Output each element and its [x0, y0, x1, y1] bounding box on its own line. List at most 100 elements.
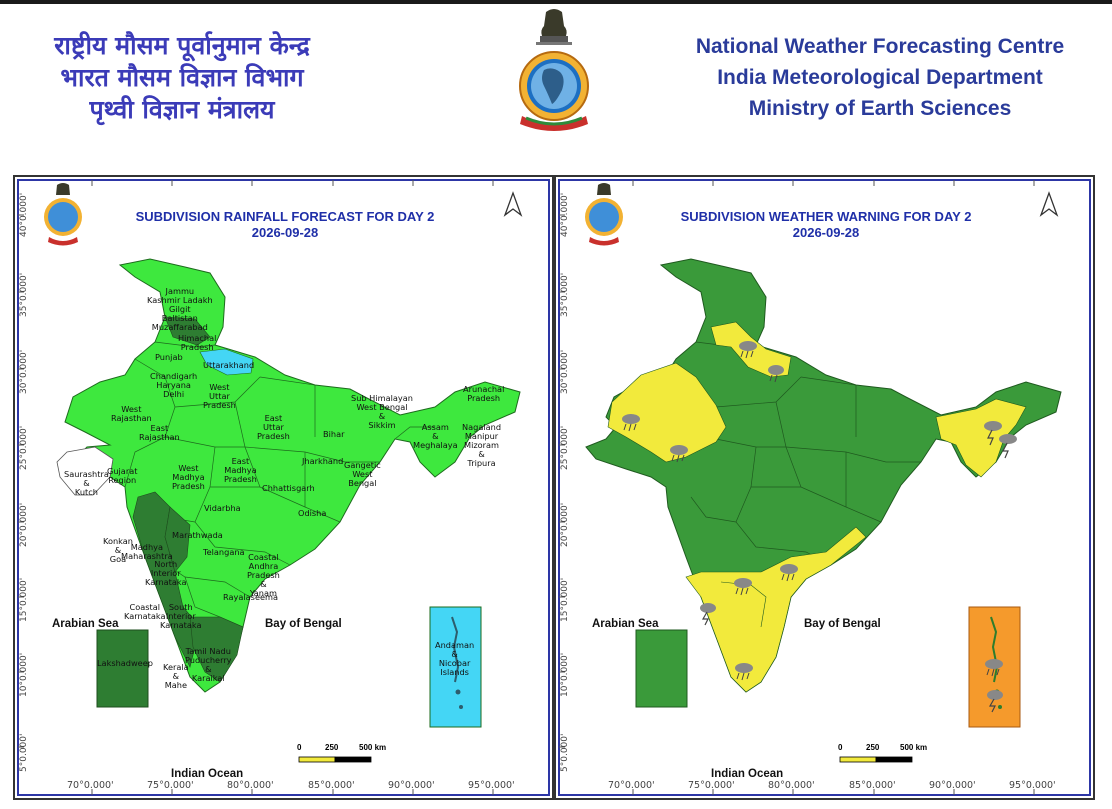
thunderstorm-icon: [622, 414, 640, 432]
lat-label: 10°0.000': [560, 652, 570, 697]
lat-label: 30°0.000': [19, 349, 29, 394]
scale-end: 500 km: [359, 743, 387, 752]
thunderstorm-icon: [735, 663, 753, 681]
region-label: Coastal Andhra Pradesh & Yanam: [247, 552, 280, 598]
thunderstorm-icon: [734, 578, 752, 596]
lat-label: 15°0.000': [560, 577, 570, 622]
warning-date: 2026-09-28: [792, 225, 860, 240]
region-label: Jharkhand: [302, 456, 344, 466]
lat-label: 5°0.000': [19, 733, 29, 772]
warning-map-title: SUBDIVISION WEATHER WARNING FOR DAY 2 20…: [616, 209, 1036, 241]
region-label: Vidarbha: [204, 503, 241, 513]
forecast-title-text: SUBDIVISION RAINFALL FORECAST FOR DAY 2: [135, 209, 435, 224]
region-label: Punjab: [155, 352, 183, 362]
region-label: Chhattisgarh: [262, 483, 315, 493]
region-label: Jammu Kashmir Ladakh Gilgit Baltistan Mu…: [147, 286, 213, 332]
region-label: Saurashtra & Kutch: [64, 469, 109, 497]
scale-zero: 0: [838, 743, 843, 752]
region-label: Coastal Karnataka: [124, 602, 166, 621]
lon-label: 75°0.000': [688, 780, 735, 791]
region-label: East Uttar Pradesh: [257, 413, 290, 441]
region-label: Gujarat Region: [107, 466, 138, 485]
indian-ocean-label: Indian Ocean: [171, 768, 244, 780]
warning-title-text: SUBDIVISION WEATHER WARNING FOR DAY 2: [680, 209, 972, 224]
hindi-line-3: पृथ्वी विज्ञान मंत्रालय: [89, 95, 275, 124]
region-label: West Rajasthan: [111, 404, 152, 423]
english-title: National Weather Forecasting Centre Indi…: [660, 31, 1100, 124]
region-label: Marathwada: [172, 530, 223, 540]
lat-label: 40°0.000': [19, 192, 29, 237]
thunderstorm-icon: [780, 564, 798, 582]
region-label: Gangetic West Bengal: [344, 460, 381, 488]
forecast-date: 2026-09-28: [251, 225, 319, 240]
thunderstorm-icon: [768, 365, 784, 383]
region-label: Konkan & Goa: [103, 536, 133, 564]
region-label: Assam & Meghalaya: [413, 422, 458, 450]
thunderstorm-icon: [985, 659, 1003, 677]
arabian-sea-label: Arabian Sea: [52, 618, 119, 630]
lat-label: 35°0.000': [560, 272, 570, 317]
english-line-1: National Weather Forecasting Centre: [695, 35, 1065, 58]
hindi-title: राष्ट्रीय मौसम पूर्वानुमान केन्द्र भारत …: [22, 30, 342, 126]
lat-label: 5°0.000': [560, 733, 570, 772]
english-line-3: Ministry of Earth Sciences: [748, 97, 1012, 120]
lon-label: 85°0.000': [308, 780, 355, 791]
region-label: Bihar: [323, 429, 345, 439]
indian-ocean-label: Indian Ocean: [711, 768, 784, 780]
thunderstorm-lightning-icon: [999, 434, 1017, 459]
lon-label: 80°0.000': [768, 780, 815, 791]
arabian-sea-label: Arabian Sea: [592, 618, 659, 630]
region-label: Himachal Pradesh: [178, 333, 217, 352]
region-label: Chandigarh Haryana Delhi: [150, 371, 198, 399]
top-border: [0, 0, 1112, 4]
lon-label: 95°0.000': [468, 780, 515, 791]
lat-label: 10°0.000': [19, 652, 29, 697]
thunderstorm-icon: [739, 341, 757, 359]
region-label: Telangana: [203, 547, 245, 557]
small-emblem-icon: [44, 183, 82, 246]
region-label: West Uttar Pradesh: [203, 382, 236, 410]
region-label: West Madhya Pradesh: [172, 463, 205, 491]
thunderstorm-icon: [670, 445, 688, 463]
lon-label: 95°0.000': [1009, 780, 1056, 791]
region-label: South Interior Karnataka: [160, 602, 202, 630]
thunderstorm-lightning-icon: [987, 690, 1003, 713]
rainfall-forecast-map: SUBDIVISION RAINFALL FORECAST FOR DAY 2 …: [13, 175, 554, 800]
lon-label: 90°0.000': [929, 780, 976, 791]
lat-label: 25°0.000': [19, 425, 29, 470]
north-arrow-icon: [503, 191, 523, 217]
small-emblem-icon: [585, 183, 623, 246]
scale-mid: 250: [866, 743, 880, 752]
region-label: Tamil Nadu Puducherry & Karaikal: [185, 646, 232, 683]
lon-label: 70°0.000': [608, 780, 655, 791]
scale-zero: 0: [297, 743, 302, 752]
region-label: Lakshadweep: [97, 658, 153, 668]
lon-label: 90°0.000': [388, 780, 435, 791]
lon-label: 70°0.000': [67, 780, 114, 791]
lat-label: 30°0.000': [560, 349, 570, 394]
lat-label: 40°0.000': [560, 192, 570, 237]
region-label: Uttarakhand: [203, 360, 255, 370]
region-label: Rayalaseema: [223, 592, 279, 602]
bay-of-bengal-label: Bay of Bengal: [265, 618, 342, 630]
region-label: East Rajasthan: [139, 423, 180, 442]
thunderstorm-lightning-icon: [700, 603, 716, 626]
lat-label: 25°0.000': [560, 425, 570, 470]
lon-label: 85°0.000': [849, 780, 896, 791]
region-label: Andaman & Nicobar Islands: [435, 640, 475, 677]
lat-label: 35°0.000': [19, 272, 29, 317]
lon-label: 80°0.000': [227, 780, 274, 791]
bay-of-bengal-label: Bay of Bengal: [804, 618, 881, 630]
weather-warning-map: SUBDIVISION WEATHER WARNING FOR DAY 2 20…: [554, 175, 1095, 800]
region-label: Nagaland Manipur Mizoram & Tripura: [462, 422, 502, 468]
hindi-line-2: भारत मौसम विज्ञान विभाग: [60, 63, 304, 92]
imd-emblem-icon: [516, 6, 592, 134]
scale-end: 500 km: [900, 743, 928, 752]
lon-label: 75°0.000': [147, 780, 194, 791]
region-label: Arunachal Pradesh: [463, 384, 505, 403]
forecast-map-title: SUBDIVISION RAINFALL FORECAST FOR DAY 2 …: [75, 209, 495, 241]
region-label: Sub Himalayan West Bengal & Sikkim: [351, 393, 413, 430]
lat-label: 15°0.000': [19, 577, 29, 622]
thunderstorm-lightning-icon: [984, 421, 1002, 446]
lat-label: 20°0.000': [19, 502, 29, 547]
